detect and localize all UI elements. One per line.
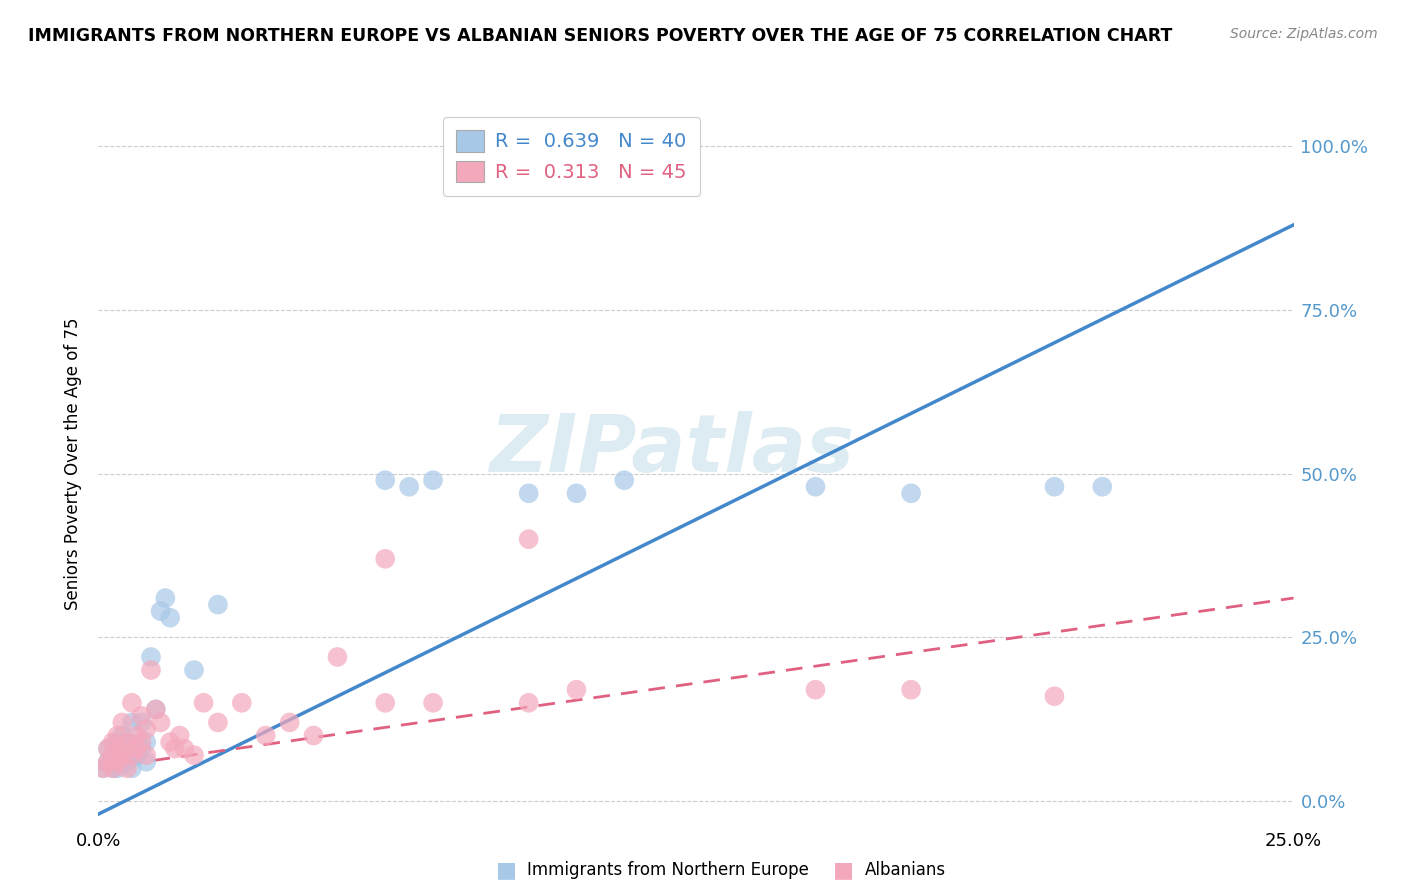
Point	[101, 735, 124, 749]
Point	[183, 748, 205, 763]
Point	[121, 748, 143, 763]
Point	[115, 755, 138, 769]
Point	[155, 591, 177, 605]
Point	[149, 604, 172, 618]
Point	[115, 761, 138, 775]
Point	[900, 682, 922, 697]
Point	[374, 551, 396, 566]
Point	[326, 650, 349, 665]
Point	[125, 729, 148, 743]
Point	[804, 480, 827, 494]
Point	[374, 696, 396, 710]
Point	[135, 735, 157, 749]
Point	[193, 696, 215, 710]
Point	[107, 755, 129, 769]
Point	[517, 696, 540, 710]
Point	[115, 735, 138, 749]
Point	[135, 722, 157, 736]
Point	[207, 715, 229, 730]
Point	[254, 729, 277, 743]
Point	[517, 532, 540, 546]
Point	[111, 741, 134, 756]
Point	[101, 748, 124, 763]
Point	[159, 610, 181, 624]
Point	[97, 741, 120, 756]
Point	[1043, 480, 1066, 494]
Point	[115, 735, 138, 749]
Point	[111, 729, 134, 743]
Point	[131, 741, 153, 756]
Point	[145, 702, 167, 716]
Point	[173, 741, 195, 756]
Point	[101, 755, 124, 769]
Point	[517, 486, 540, 500]
Point	[613, 473, 636, 487]
Point	[1091, 480, 1114, 494]
Text: Immigrants from Northern Europe: Immigrants from Northern Europe	[527, 861, 808, 879]
Point	[302, 729, 325, 743]
Point	[125, 741, 148, 756]
Point	[101, 761, 124, 775]
Point	[145, 702, 167, 716]
Text: ZIPatlas: ZIPatlas	[489, 410, 855, 489]
Point	[900, 486, 922, 500]
Point	[107, 729, 129, 743]
Point	[101, 748, 124, 763]
Point	[121, 748, 143, 763]
Legend: R =  0.639   N = 40, R =  0.313   N = 45: R = 0.639 N = 40, R = 0.313 N = 45	[443, 117, 700, 196]
Point	[149, 715, 172, 730]
Point	[135, 748, 157, 763]
Text: ■: ■	[834, 860, 853, 880]
Point	[91, 761, 114, 775]
Point	[97, 755, 120, 769]
Y-axis label: Seniors Poverty Over the Age of 75: Seniors Poverty Over the Age of 75	[65, 318, 83, 610]
Point	[135, 755, 157, 769]
Text: Source: ZipAtlas.com: Source: ZipAtlas.com	[1230, 27, 1378, 41]
Point	[565, 486, 588, 500]
Point	[231, 696, 253, 710]
Point	[121, 761, 143, 775]
Point	[207, 598, 229, 612]
Point	[169, 729, 191, 743]
Point	[111, 755, 134, 769]
Point	[159, 735, 181, 749]
Point	[1043, 690, 1066, 704]
Point	[183, 663, 205, 677]
Point	[398, 480, 420, 494]
Point	[422, 696, 444, 710]
Text: IMMIGRANTS FROM NORTHERN EUROPE VS ALBANIAN SENIORS POVERTY OVER THE AGE OF 75 C: IMMIGRANTS FROM NORTHERN EUROPE VS ALBAN…	[28, 27, 1173, 45]
Point	[278, 715, 301, 730]
Point	[107, 761, 129, 775]
Point	[121, 715, 143, 730]
Point	[125, 748, 148, 763]
Point	[101, 761, 124, 775]
Point	[121, 696, 143, 710]
Text: Albanians: Albanians	[865, 861, 946, 879]
Point	[97, 741, 120, 756]
Point	[131, 735, 153, 749]
Point	[163, 741, 186, 756]
Point	[139, 663, 162, 677]
Point	[374, 473, 396, 487]
Point	[125, 735, 148, 749]
Point	[131, 709, 153, 723]
Point	[111, 715, 134, 730]
Point	[422, 473, 444, 487]
Point	[111, 748, 134, 763]
Text: ■: ■	[496, 860, 516, 880]
Point	[131, 715, 153, 730]
Point	[107, 735, 129, 749]
Point	[91, 761, 114, 775]
Point	[139, 650, 162, 665]
Point	[565, 682, 588, 697]
Point	[111, 748, 134, 763]
Point	[115, 741, 138, 756]
Point	[804, 682, 827, 697]
Point	[97, 755, 120, 769]
